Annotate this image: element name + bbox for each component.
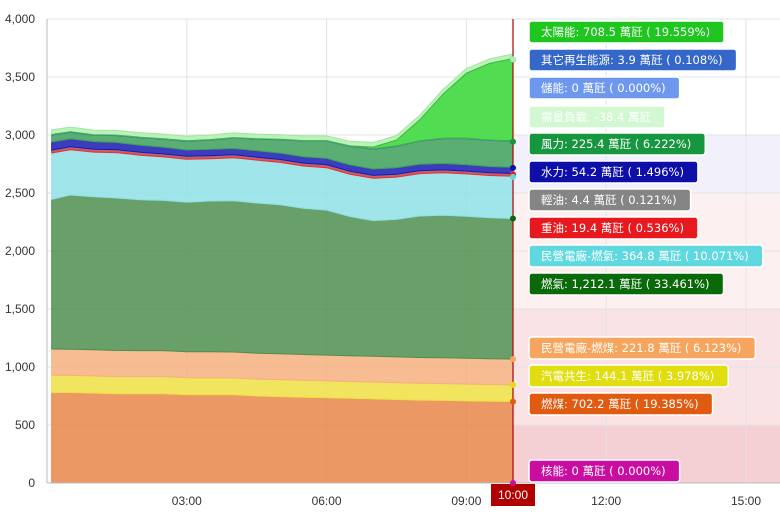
value-label: 其它再生能源: 3.9 萬瓩 ( 0.108%) xyxy=(510,48,738,72)
value-label: 輕油: 4.4 萬瓩 ( 0.121%) xyxy=(510,171,692,212)
value-label-text: 太陽能: 708.5 萬瓩 ( 19.559%) xyxy=(541,25,710,39)
value-label-marker xyxy=(510,356,516,363)
value-label-box xyxy=(528,216,699,240)
value-label-marker xyxy=(510,215,516,222)
value-label-box xyxy=(528,392,714,416)
value-label-text: 民營電廠-燃煤: 221.8 萬瓩 ( 6.123%) xyxy=(541,341,741,355)
value-label-box xyxy=(528,160,699,184)
value-label-box xyxy=(528,364,729,388)
value-label: 水力: 54.2 萬瓩 ( 1.496%) xyxy=(510,160,699,184)
value-label-text: 核能: 0 萬瓩 ( 0.000%) xyxy=(541,464,666,478)
value-label: 汽電共生: 144.1 萬瓩 ( 3.978%) xyxy=(510,364,729,388)
x-tick-label: 03:00 xyxy=(172,494,202,508)
value-label: 核能: 0 萬瓩 ( 0.000%) xyxy=(510,459,681,486)
value-label-marker xyxy=(510,164,516,171)
value-label-text: 風力: 225.4 萬瓩 ( 6.222%) xyxy=(541,137,691,151)
series-area-燃氣 xyxy=(51,194,514,360)
value-label-marker xyxy=(510,56,516,63)
value-label: 太陽能: 708.5 萬瓩 ( 19.559%) xyxy=(510,20,725,63)
value-label-box xyxy=(528,272,725,296)
value-label-text: 其它再生能源: 3.9 萬瓩 ( 0.108%) xyxy=(541,53,723,67)
value-label-marker xyxy=(510,381,516,388)
value-label-text: 需量負載: -38.4 萬瓩 xyxy=(541,110,651,124)
value-label-marker xyxy=(510,173,516,180)
y-tick-label: 0 xyxy=(28,476,35,490)
current-time-badge xyxy=(491,484,535,506)
value-label-box xyxy=(528,459,681,483)
value-label-box xyxy=(528,188,692,212)
value-label-text: 汽電共生: 144.1 萬瓩 ( 3.978%) xyxy=(541,369,714,383)
y-tick-label: 1,000 xyxy=(5,360,35,374)
value-label-marker xyxy=(510,138,516,145)
value-label-marker xyxy=(510,398,516,405)
value-label: 需量負載: -38.4 萬瓩 xyxy=(510,56,666,129)
x-tick-label: 06:00 xyxy=(312,494,342,508)
x-tick-label: 12:00 xyxy=(591,494,621,508)
value-label: 儲能: 0 萬瓩 ( 0.000%) xyxy=(510,56,681,100)
y-tick-label: 3,000 xyxy=(5,128,35,142)
value-label: 風力: 225.4 萬瓩 ( 6.222%) xyxy=(510,132,706,156)
value-label: 民營電廠-燃氣: 364.8 萬瓩 ( 10.071%) xyxy=(510,173,764,268)
value-label-box xyxy=(528,132,706,156)
current-time-label: 10:00 xyxy=(498,488,528,502)
value-label-box xyxy=(528,244,764,268)
value-label-text: 民營電廠-燃氣: 364.8 萬瓩 ( 10.071%) xyxy=(541,249,749,263)
y-tick-label: 4,000 xyxy=(5,12,35,26)
value-label-text: 重油: 19.4 萬瓩 ( 0.536%) xyxy=(541,221,684,235)
value-label-box xyxy=(528,336,757,360)
value-label: 重油: 19.4 萬瓩 ( 0.536%) xyxy=(510,171,699,240)
y-tick-label: 3,500 xyxy=(5,70,35,84)
value-label-text: 燃氣: 1,212.1 萬瓩 ( 33.461%) xyxy=(541,277,710,291)
value-label-box xyxy=(528,105,666,129)
y-tick-label: 2,500 xyxy=(5,186,35,200)
y-tick-label: 2,000 xyxy=(5,244,35,258)
value-label-text: 水力: 54.2 萬瓩 ( 1.496%) xyxy=(541,165,684,179)
y-tick-label: 500 xyxy=(15,418,35,432)
value-label-box xyxy=(528,48,738,72)
value-label-text: 輕油: 4.4 萬瓩 ( 0.121%) xyxy=(541,193,677,207)
x-tick-label: 09:00 xyxy=(451,494,481,508)
x-tick-label: 15:00 xyxy=(731,494,761,508)
value-label-text: 燃煤: 702.2 萬瓩 ( 19.385%) xyxy=(541,397,699,411)
value-label: 燃氣: 1,212.1 萬瓩 ( 33.461%) xyxy=(510,215,725,296)
value-label: 民營電廠-燃煤: 221.8 萬瓩 ( 6.123%) xyxy=(510,336,757,363)
value-label: 燃煤: 702.2 萬瓩 ( 19.385%) xyxy=(510,392,714,416)
value-label-box xyxy=(528,20,725,44)
value-label-box xyxy=(528,76,681,100)
value-label-text: 儲能: 0 萬瓩 ( 0.000%) xyxy=(541,81,666,95)
series-area-燃煤 xyxy=(51,392,514,484)
value-label-marker xyxy=(510,480,516,486)
y-tick-label: 1,500 xyxy=(5,302,35,316)
